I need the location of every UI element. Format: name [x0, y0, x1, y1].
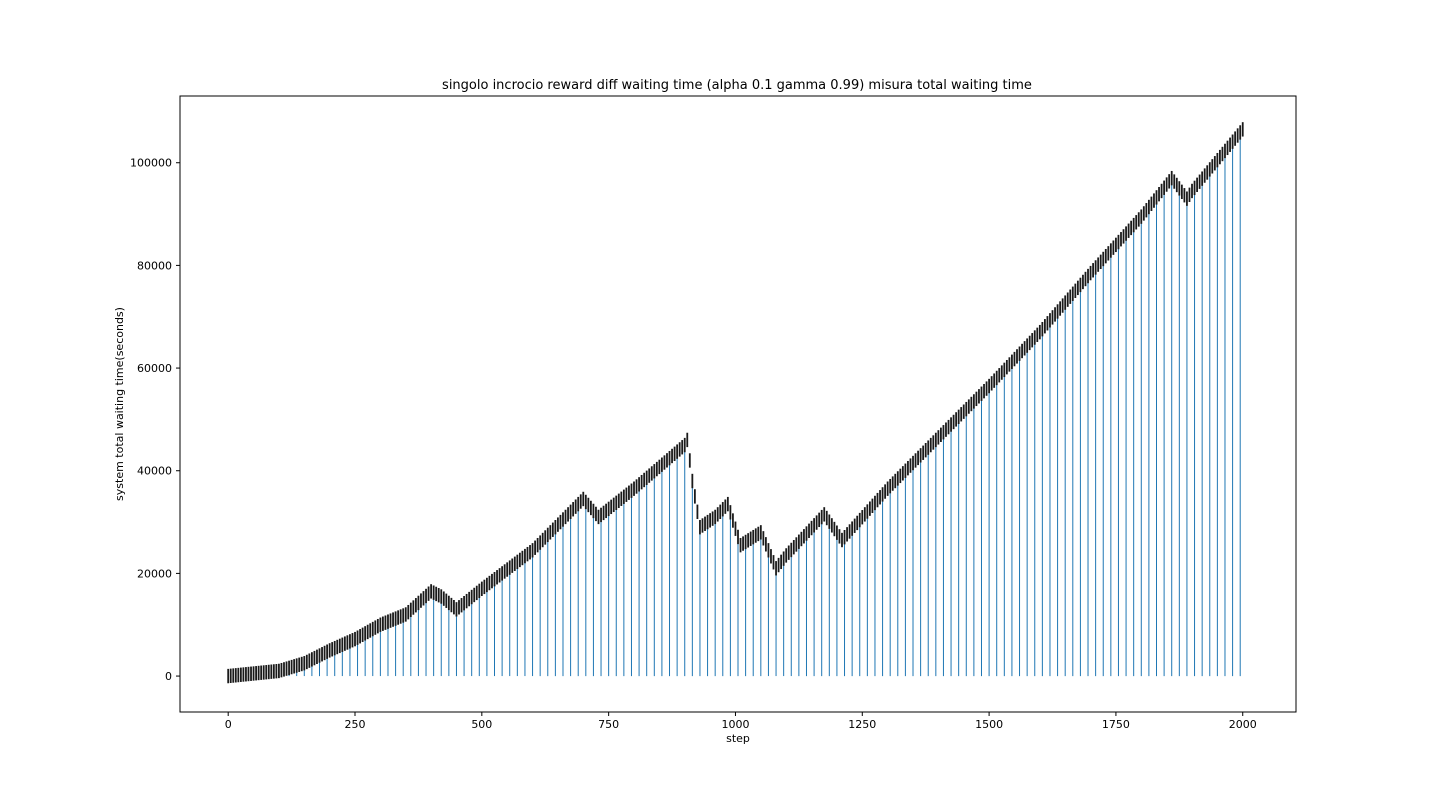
y-tick-label: 20000	[137, 567, 172, 580]
x-tick-label: 1250	[848, 718, 876, 731]
x-tick-label: 1000	[721, 718, 749, 731]
x-tick-label: 1750	[1102, 718, 1130, 731]
x-tick-label: 2000	[1229, 718, 1257, 731]
y-tick-label: 60000	[137, 362, 172, 375]
x-tick-label: 1500	[975, 718, 1003, 731]
chart-title: singolo incrocio reward diff waiting tim…	[442, 78, 1032, 93]
x-axis: 0 250 500 750 1000 1250 1500 1750 2000	[225, 712, 1257, 731]
x-tick-label: 0	[225, 718, 232, 731]
y-tick-label: 100000	[130, 157, 172, 170]
x-axis-label: step	[726, 732, 750, 745]
x-tick-label: 500	[471, 718, 492, 731]
x-tick-label: 750	[598, 718, 619, 731]
y-tick-label: 40000	[137, 465, 172, 478]
y-tick-label: 0	[165, 670, 172, 683]
chart-marks	[227, 122, 1244, 684]
plot-area-frame	[179, 95, 1297, 713]
y-tick-label: 80000	[137, 259, 172, 272]
y-axis: 0 20000 40000 60000 80000 100000	[130, 157, 180, 683]
x-tick-label: 250	[345, 718, 366, 731]
y-axis-label: system total waiting time(seconds)	[113, 307, 126, 501]
